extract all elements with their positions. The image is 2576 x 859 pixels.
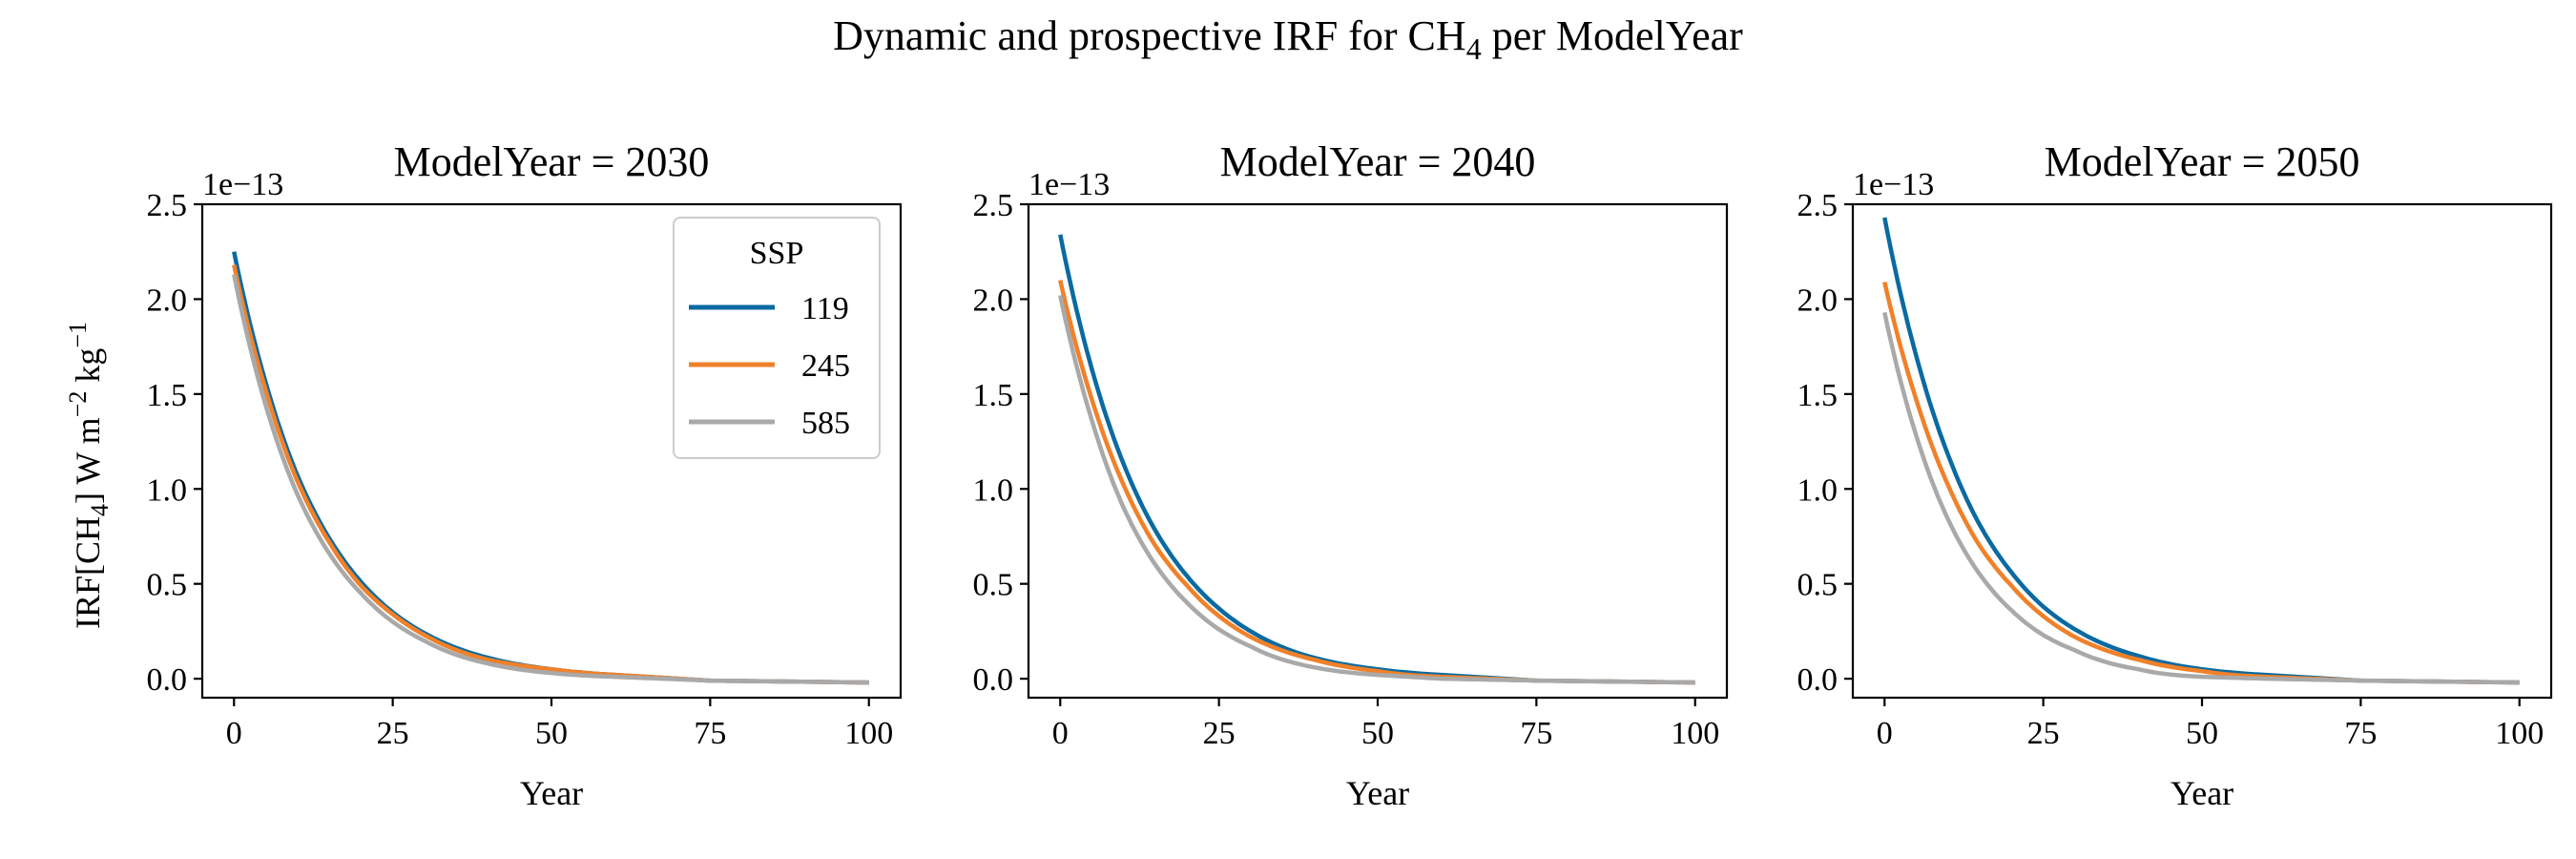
x-tick-label: 25 <box>2027 716 2060 751</box>
panel-title: ModelYear = 2030 <box>394 138 710 185</box>
y-tick-label: 1.5 <box>1797 378 1839 413</box>
x-axis-label: Year <box>1346 774 1409 812</box>
x-tick-label: 100 <box>1671 716 1719 751</box>
y-tick-label: 2.5 <box>1797 188 1839 223</box>
series-line-245 <box>1882 282 2520 685</box>
y-tick-label: 2.5 <box>973 188 1014 223</box>
y-tick-label: 1.0 <box>973 472 1014 508</box>
series-line-119 <box>1882 217 2520 685</box>
x-tick-label: 25 <box>377 716 409 751</box>
panels: 0 25 50 75 100 0.0 0.5 1.0 1.5 2.0 2.5 1e−13 ModelYe… <box>147 138 2553 812</box>
x-tick-label: 100 <box>2495 716 2544 751</box>
y-tick-label: 0.5 <box>147 568 188 603</box>
x-tick-label: 0 <box>226 716 242 751</box>
y-axis-label: IRF[CH4] W m−2 kg−1 <box>64 322 114 629</box>
x-tick-label: 75 <box>694 716 726 751</box>
y-offset-text: 1e−13 <box>1853 167 1934 202</box>
x-tick-label: 50 <box>1361 716 1394 751</box>
x-tick-label: 25 <box>1203 716 1236 751</box>
legend: SSP 119 245 585 <box>673 217 881 459</box>
legend-box <box>673 217 881 459</box>
y-tick-label: 1.0 <box>147 472 188 508</box>
y-tick-label: 1.5 <box>147 378 188 413</box>
y-offset-text: 1e−13 <box>1028 167 1110 202</box>
x-tick-label: 50 <box>2186 716 2218 751</box>
y-tick-label: 2.0 <box>1797 283 1839 318</box>
x-tick-label: 100 <box>844 716 893 751</box>
figure-title: Dynamic and prospective IRF for CH4 per … <box>833 12 1743 66</box>
x-tick-label: 50 <box>535 716 568 751</box>
y-tick-label: 0.0 <box>1797 662 1839 698</box>
legend-label-119: 119 <box>801 291 849 326</box>
y-tick-label: 2.0 <box>147 283 188 318</box>
panel-1: 0 25 50 75 100 0.0 0.5 1.0 1.5 2.0 2.5 1e−13 ModelYe… <box>147 138 903 812</box>
legend-label-245: 245 <box>801 348 850 384</box>
y-tick-label: 0.5 <box>973 568 1014 603</box>
series-line-585 <box>1882 311 2520 685</box>
y-tick-label: 0.5 <box>1797 568 1839 603</box>
y-tick-label: 0.0 <box>973 662 1014 698</box>
x-axis-label: Year <box>520 774 583 812</box>
y-tick-label: 1.5 <box>973 378 1014 413</box>
legend-title: SSP <box>750 236 804 271</box>
panel-title: ModelYear = 2050 <box>2045 138 2360 185</box>
panel-2: 0 25 50 75 100 0.0 0.5 1.0 1.5 2.0 2.5 1e−13 ModelYe… <box>973 138 1729 812</box>
x-tick-label: 75 <box>2344 716 2377 751</box>
series-line-119 <box>1058 234 1695 685</box>
series-line-245 <box>1058 280 1695 685</box>
series-line-585 <box>1058 294 1695 685</box>
y-tick-label: 0.0 <box>147 662 188 698</box>
axes-frame <box>1027 202 1729 700</box>
x-axis-label: Year <box>2171 774 2233 812</box>
y-offset-text: 1e−13 <box>202 167 283 202</box>
x-tick-label: 0 <box>1052 716 1069 751</box>
y-tick-label: 2.0 <box>973 283 1014 318</box>
legend-label-585: 585 <box>801 406 850 441</box>
panel-title: ModelYear = 2040 <box>1220 138 1536 185</box>
x-tick-label: 75 <box>1520 716 1552 751</box>
panel-3: 0 25 50 75 100 0.0 0.5 1.0 1.5 2.0 2.5 1e−13 ModelYe… <box>1797 138 2553 812</box>
y-tick-label: 1.0 <box>1797 472 1839 508</box>
x-tick-label: 0 <box>1877 716 1893 751</box>
series-line-585 <box>232 274 869 685</box>
axes-frame <box>1851 202 2553 700</box>
y-tick-label: 2.5 <box>147 188 188 223</box>
